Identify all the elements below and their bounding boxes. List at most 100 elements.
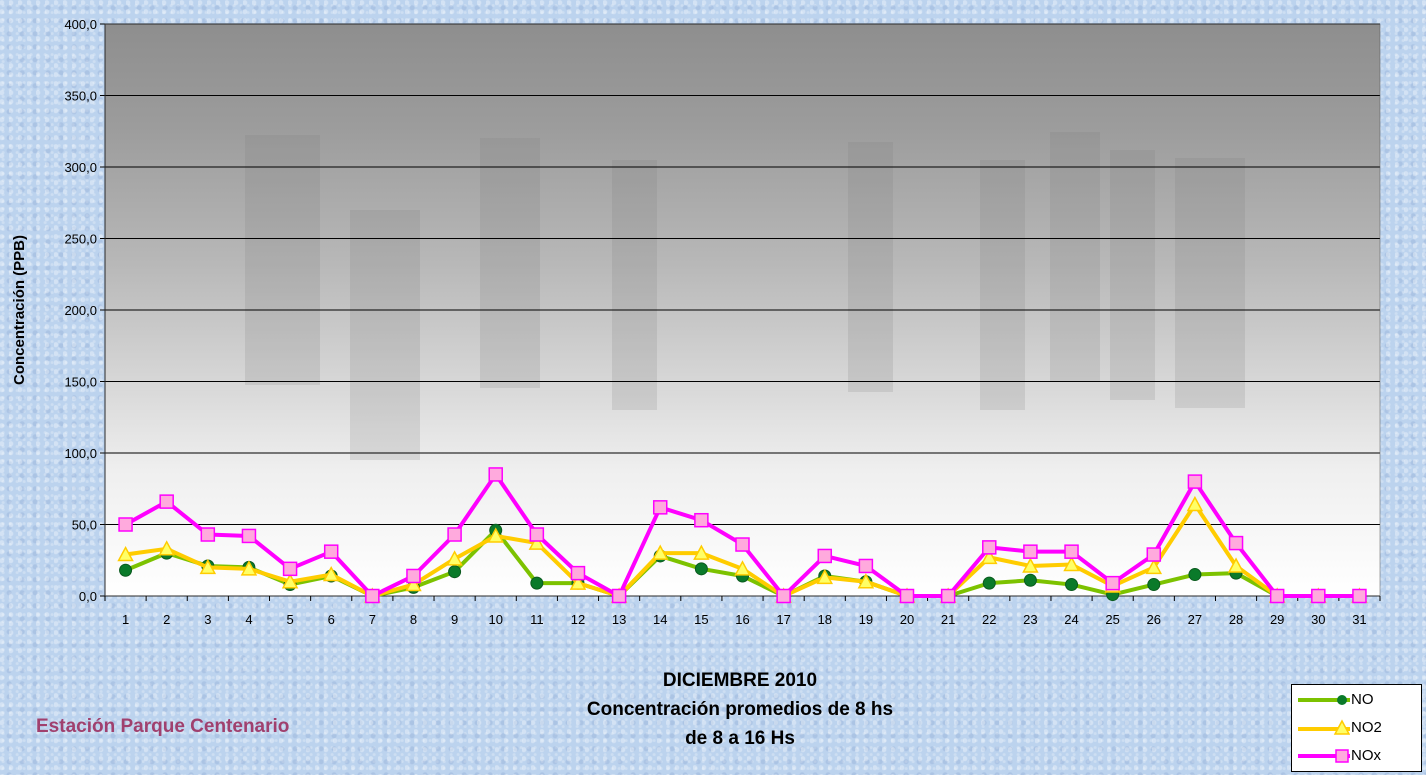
x-tick-label: 20	[900, 612, 914, 627]
data-point-no	[530, 576, 544, 590]
x-tick-label: 30	[1311, 612, 1325, 627]
background-building	[612, 160, 657, 410]
background-building	[350, 210, 420, 460]
data-point-nox	[447, 527, 462, 542]
y-tick-label: 50,0	[72, 518, 97, 533]
y-tick-label: 0,0	[79, 589, 97, 604]
y-axis-title: Concentración (PPB)	[11, 235, 28, 385]
background-building	[848, 142, 893, 392]
x-tick-label: 21	[941, 612, 955, 627]
x-tick-label: 23	[1023, 612, 1037, 627]
legend-label-no: NO	[1351, 691, 1374, 708]
data-point-nox	[488, 467, 503, 482]
data-point-no2	[857, 573, 875, 589]
y-tick-labels: 0,0 50,0 100,0 150,0 200,0 250,0 300,0 350,0 400…	[64, 17, 97, 604]
data-point-nox	[1228, 535, 1244, 551]
x-tick-label: 22	[982, 612, 996, 627]
series-nox	[118, 467, 1367, 604]
data-point-nox	[611, 588, 627, 604]
data-point-nox	[282, 561, 298, 577]
data-point-no2	[981, 548, 998, 565]
x-tick-label: 12	[571, 612, 585, 627]
x-tick-labels: 1 2 3 4 5 6 7 8 9 10 11 12 13 14 15 16 17 18 19 20 21 22 23 24 2…	[122, 612, 1367, 627]
y-tick-label: 300,0	[64, 160, 97, 175]
x-tick-label: 27	[1188, 612, 1202, 627]
data-point-nox	[899, 588, 915, 604]
data-point-no	[448, 565, 462, 579]
data-point-nox	[1023, 544, 1038, 559]
x-tick-label: 25	[1105, 612, 1119, 627]
y-tick-label: 400,0	[64, 17, 97, 32]
x-tick-label: 5	[286, 612, 293, 627]
plot-border	[104, 23, 1381, 597]
data-point-nox	[1105, 575, 1120, 591]
data-point-nox	[1311, 588, 1326, 604]
legend-swatch-no	[1298, 695, 1350, 705]
data-point-nox	[570, 565, 586, 581]
data-point-no2	[569, 574, 587, 590]
data-point-no2	[1186, 495, 1204, 512]
x-tick-label: 14	[653, 612, 667, 627]
data-point-no	[119, 563, 133, 577]
legend-label-no2: NO2	[1351, 719, 1382, 736]
data-point-no2	[1227, 557, 1245, 573]
chart-subtitle-line-1: Concentración promedios de 8 hs	[586, 699, 894, 720]
data-point-no	[1188, 568, 1202, 582]
data-point-nox	[200, 527, 216, 542]
data-point-nox	[406, 568, 421, 584]
data-point-nox	[694, 512, 709, 528]
x-tick-label: 19	[859, 612, 873, 627]
legend-item-no: NO	[1292, 687, 1423, 713]
data-point-no2	[199, 558, 217, 575]
legend-label-nox: NOx	[1351, 747, 1381, 764]
background-building	[1050, 132, 1100, 382]
data-point-nox	[529, 527, 545, 542]
legend: NO NO2 NOx	[1291, 684, 1422, 772]
data-point-no2	[734, 560, 751, 576]
chart-title-block: DICIEMBRE 2010 Concentración promedios d…	[500, 666, 980, 753]
data-point-nox	[1269, 588, 1285, 604]
data-point-nox	[1187, 474, 1203, 489]
data-point-no2	[816, 568, 834, 585]
y-tick-label: 350,0	[64, 89, 97, 104]
data-point-no2	[446, 550, 463, 566]
x-tick-label: 7	[369, 612, 376, 627]
data-point-nox	[817, 548, 833, 564]
data-point-no2	[281, 573, 299, 589]
data-point-no2	[322, 565, 340, 582]
data-point-no2	[528, 534, 546, 550]
data-point-nox	[241, 528, 257, 544]
x-tick-label: 15	[694, 612, 708, 627]
line-chart: 0,0 50,0 100,0 150,0 200,0 250,0 300,0 350,0 400…	[11, 17, 1381, 627]
data-point-nox	[940, 588, 956, 604]
background-building	[480, 138, 540, 388]
y-tick-label: 250,0	[64, 232, 97, 247]
y-tick-label: 200,0	[64, 303, 97, 318]
data-point-nox	[159, 494, 174, 509]
legend-item-nox: NOx	[1292, 743, 1423, 769]
x-tick-label: 17	[776, 612, 790, 627]
legend-swatch-nox	[1298, 749, 1350, 763]
data-point-nox	[118, 517, 133, 532]
x-tick-label: 6	[328, 612, 335, 627]
data-point-no	[1147, 578, 1161, 592]
x-tick-label: 29	[1270, 612, 1284, 627]
background-building	[1110, 150, 1155, 400]
data-point-no2	[117, 545, 134, 562]
data-point-nox	[735, 537, 750, 552]
data-point-nox	[365, 588, 380, 604]
x-tick-label: 28	[1229, 612, 1243, 627]
data-point-nox	[1352, 588, 1367, 604]
data-point-no2	[240, 560, 258, 576]
x-tick-label: 16	[735, 612, 749, 627]
series-no2	[117, 495, 1368, 603]
station-label: Estación Parque Centenario	[36, 716, 290, 737]
axes	[104, 23, 1381, 601]
data-point-nox	[1064, 544, 1079, 559]
x-tick-label: 8	[410, 612, 417, 627]
data-point-no	[982, 576, 996, 590]
data-point-no2	[1063, 555, 1080, 572]
data-point-no2	[693, 544, 710, 560]
x-tick-label: 9	[451, 612, 458, 627]
data-point-no2	[651, 544, 669, 560]
